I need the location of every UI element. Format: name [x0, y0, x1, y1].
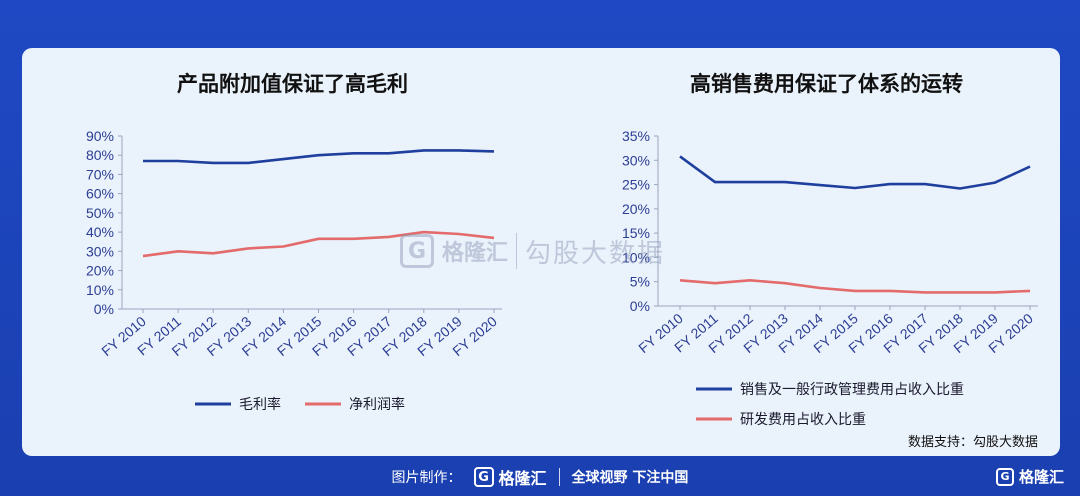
series-line-2	[142, 230, 495, 258]
watermark-divider	[516, 233, 518, 269]
footer-divider	[558, 468, 560, 486]
footer-logo-icon: G	[473, 467, 494, 487]
y-tick-label: 30%	[86, 243, 114, 259]
source-label: 数据支持：勾股大数据	[907, 435, 1038, 450]
y-tick-label: 20%	[622, 201, 650, 217]
series-line-1	[679, 155, 1031, 190]
y-tick-label: 5%	[630, 274, 650, 290]
y-tick-label: 70%	[86, 166, 114, 182]
y-tick-label: 35%	[622, 128, 650, 144]
y-tick-label: 0%	[630, 298, 650, 314]
footer-bar: 图片制作： G 格隆汇 全球视野 下注中国	[0, 464, 1080, 490]
y-tick-label: 10%	[86, 282, 114, 298]
left-chart-title: 产品附加值保证了高毛利	[177, 71, 408, 96]
y-tick-label: 90%	[86, 128, 114, 144]
series-line-1	[143, 149, 495, 165]
y-tick-label: 60%	[86, 186, 114, 202]
chart-panel: 产品附加值保证了高毛利 高销售费用保证了体系的运转 0% 10% 20% 30% 40%…	[22, 48, 1060, 456]
series-line-2	[679, 279, 1031, 294]
y-tick-label: 10%	[622, 249, 650, 265]
y-tick-label: 20%	[86, 263, 114, 279]
corner-logo-brand: 格隆汇	[1018, 468, 1064, 486]
watermark: G 格隆汇 勾股大数据	[400, 226, 730, 276]
y-tick-label: 0%	[94, 301, 114, 317]
legend-label-1: 毛利率	[239, 396, 281, 413]
y-tick-label: 25%	[622, 177, 650, 193]
footer-logo: G 格隆汇	[473, 465, 547, 489]
watermark-brand: 格隆汇	[442, 241, 509, 266]
corner-logo: G 格隆汇	[995, 466, 1064, 487]
right-chart-title: 高销售费用保证了体系的运转	[690, 71, 963, 96]
footer-prefix: 图片制作：	[391, 470, 462, 486]
corner-logo-icon: G	[995, 467, 1014, 486]
watermark-text: 勾股大数据	[525, 238, 666, 269]
legend-label-1: 销售及一般行政管理费用占收入比重	[740, 382, 964, 398]
footer-slogan: 全球视野 下注中国	[571, 470, 689, 486]
y-tick-label: 50%	[86, 205, 114, 221]
y-tick-label: 15%	[622, 225, 650, 241]
legend-label-2: 净利润率	[349, 396, 405, 413]
y-tick-label: 80%	[86, 147, 114, 163]
watermark-logo-icon: G	[400, 234, 434, 268]
footer-brand: 格隆汇	[498, 469, 547, 488]
y-tick-label: 30%	[622, 152, 650, 168]
y-tick-label: 40%	[86, 224, 114, 240]
legend-label-2: 研发费用占收入比重	[740, 412, 866, 428]
